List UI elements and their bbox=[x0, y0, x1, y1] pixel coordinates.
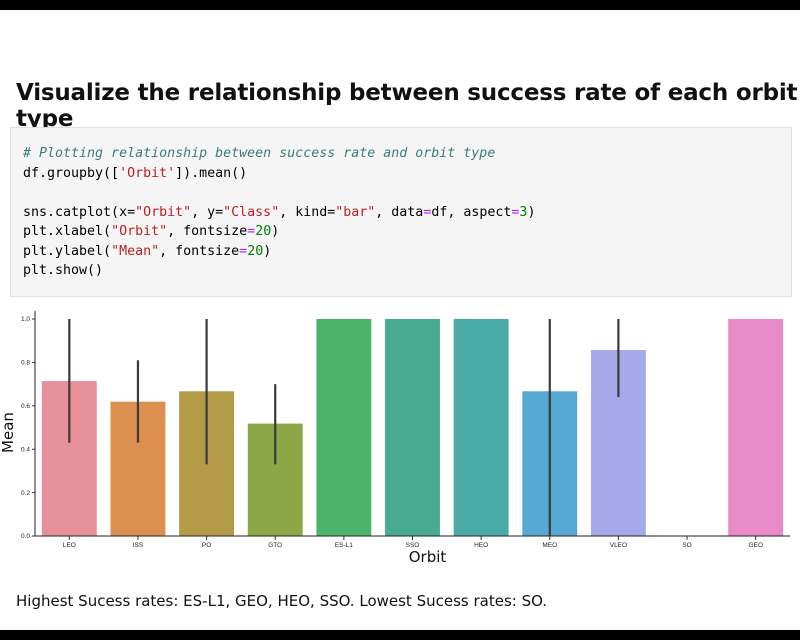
x-tick-label: ES-L1 bbox=[335, 542, 353, 549]
y-tick-label: 0.4 bbox=[21, 446, 30, 453]
x-tick-label: ISS bbox=[133, 542, 144, 549]
x-tick-label: MEO bbox=[542, 542, 557, 549]
top-black-border bbox=[0, 0, 800, 10]
x-tick-label: SSO bbox=[406, 542, 420, 549]
code-line-catplot: sns.catplot(x="Orbit", y="Class", kind="… bbox=[23, 204, 536, 220]
bar-sso bbox=[385, 319, 440, 536]
y-tick-label: 0.8 bbox=[21, 360, 30, 367]
code-comment: # Plotting relationship between success … bbox=[23, 146, 496, 161]
bar-es-l1 bbox=[316, 319, 372, 536]
bottom-black-border bbox=[0, 630, 800, 640]
bar-chart: LEO ISS PO GTO ES-L1 SSO HEO MEO VLEO SO GEO 0.0 0.2… bbox=[0, 311, 790, 566]
y-tick-label: 0.6 bbox=[21, 403, 30, 410]
x-tick-label: LEO bbox=[63, 542, 76, 549]
bar-geo bbox=[728, 319, 784, 536]
x-tick-label: VLEO bbox=[610, 542, 627, 549]
code-line-groupby: df.groupby(['Orbit']).mean() bbox=[23, 165, 248, 181]
x-tick-label: GTO bbox=[268, 542, 282, 549]
x-tick-label: HEO bbox=[474, 542, 488, 549]
y-axis-label: Mean bbox=[0, 412, 17, 453]
bar-heo bbox=[453, 319, 509, 536]
x-tick-label: PO bbox=[202, 542, 211, 549]
code-line-xlabel: plt.xlabel("Orbit", fontsize=20) bbox=[23, 224, 280, 239]
code-cell[interactable]: # Plotting relationship between success … bbox=[10, 127, 792, 297]
x-tick-label: GEO bbox=[748, 542, 762, 549]
x-axis-label: Orbit bbox=[409, 548, 447, 566]
y-tick-label: 1.0 bbox=[21, 316, 30, 323]
code-line-ylabel: plt.ylabel("Mean", fontsize=20) bbox=[23, 243, 272, 259]
code-block: # Plotting relationship between success … bbox=[23, 144, 535, 281]
summary-text: Highest Sucess rates: ES-L1, GEO, HEO, S… bbox=[16, 592, 548, 610]
y-tick-label: 0.0 bbox=[21, 533, 30, 540]
y-tick-label: 0.2 bbox=[21, 490, 30, 497]
x-tick-label: SO bbox=[682, 542, 691, 549]
code-line-show: plt.show() bbox=[23, 263, 104, 278]
section-heading: Visualize the relationship between succe… bbox=[16, 80, 798, 132]
